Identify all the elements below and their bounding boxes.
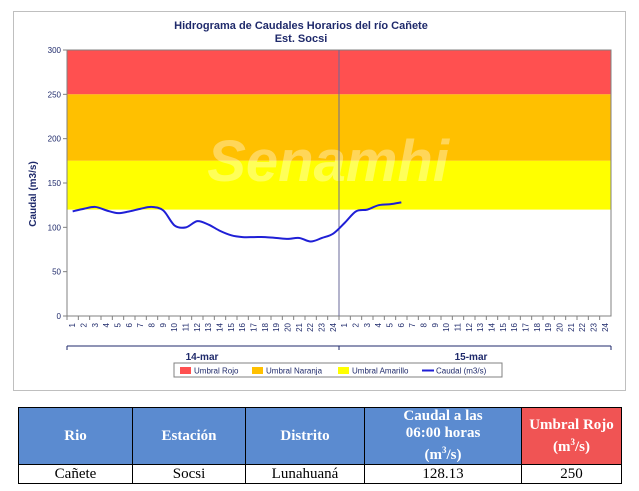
header-caudal-unit-sup: 3 (442, 445, 447, 455)
header-umbral-rojo: Umbral Rojo (m3/s) (521, 407, 622, 465)
x-tick-label: 18 (261, 322, 270, 331)
y-tick-label: 150 (48, 179, 62, 188)
x-tick-label: 21 (567, 322, 576, 331)
x-tick-label: 12 (193, 322, 202, 331)
header-umbral-unit-sup: 3 (570, 436, 576, 447)
header-rio: Rio (18, 407, 133, 465)
x-tick-label: 5 (114, 322, 123, 327)
chart-legend: Umbral Rojo Umbral Naranja Umbral Amarillo… (173, 362, 503, 378)
x-tick-label: 20 (556, 322, 565, 331)
x-tick-label: 10 (442, 322, 451, 331)
x-tick-label: 13 (476, 322, 485, 331)
series-line-caudal (72, 201, 402, 243)
x-tick-label: 21 (295, 322, 304, 331)
x-tick-label: 18 (533, 322, 542, 331)
x-tick-label: 22 (306, 322, 315, 331)
y-tick-label: 300 (48, 46, 62, 55)
x-tick-label: 6 (397, 322, 406, 327)
header-umbral-unit-post: /s) (575, 438, 590, 455)
x-tick-label: 23 (590, 322, 599, 331)
day-label-14-mar: 14-mar (186, 352, 219, 363)
chart-subtitle: Est. Socsi (275, 33, 328, 45)
header-caudal: Caudal a las 06:00 horas (m3/s) (364, 407, 522, 465)
y-tick-label: 0 (57, 312, 62, 321)
header-estacion: Estación (132, 407, 246, 465)
x-tick-label: 6 (125, 322, 134, 327)
cell-umbral: 250 (521, 464, 622, 484)
watermark-text: Senamhi (207, 129, 451, 194)
x-tick-label: 5 (386, 322, 395, 327)
cell-estacion: Socsi (132, 464, 246, 484)
x-tick-label: 2 (80, 322, 89, 327)
y-tick-label: 200 (48, 135, 62, 144)
header-caudal-unit-post: /s) (446, 447, 462, 463)
x-tick-label: 22 (578, 322, 587, 331)
header-umbral-unit-pre: (m (553, 438, 571, 455)
cell-rio: Cañete (18, 464, 133, 484)
x-tick-label: 23 (318, 322, 327, 331)
x-tick-label: 12 (465, 322, 474, 331)
header-caudal-unit-pre: (m (424, 447, 443, 463)
x-tick-label: 15 (499, 322, 508, 331)
x-tick-label: 17 (250, 322, 259, 331)
legend-label: Umbral Amarillo (352, 367, 409, 376)
x-tick-label: 16 (238, 322, 247, 331)
x-tick-label: 17 (522, 322, 531, 331)
x-tick-label: 20 (284, 322, 293, 331)
x-tick-label: 2 (352, 322, 361, 327)
x-tick-label: 14 (488, 322, 497, 331)
header-caudal-line2: 06:00 horas (405, 425, 481, 441)
table-row: Cañete Socsi Lunahuaná 128.13 250 (18, 464, 622, 484)
legend-label: Umbral Rojo (194, 367, 239, 376)
x-tick-label: 1 (340, 322, 349, 327)
cell-caudal: 128.13 (364, 464, 522, 484)
header-distrito: Distrito (245, 407, 365, 465)
x-tick-label: 3 (363, 322, 372, 327)
x-tick-label: 13 (204, 322, 213, 331)
hydrograph-chart: Hidrograma de Caudales Horarios del río … (28, 20, 612, 378)
day-label-15-mar: 15-mar (455, 352, 488, 363)
x-tick-label: 7 (136, 322, 145, 327)
x-tick-label: 14 (216, 322, 225, 331)
x-tick-label: 19 (272, 322, 281, 331)
x-tick-label: 10 (170, 322, 179, 331)
x-tick-label: 19 (544, 322, 553, 331)
chart-frame: Hidrograma de Caudales Horarios del río … (13, 11, 626, 391)
x-tick-label: 11 (454, 322, 463, 331)
chart-title: Hidrograma de Caudales Horarios del río … (174, 20, 428, 32)
y-tick-label: 250 (48, 90, 62, 99)
x-tick-label: 4 (102, 322, 111, 327)
x-tick-label: 9 (431, 322, 440, 327)
legend-swatch (180, 367, 191, 374)
x-tick-label: 8 (420, 322, 429, 327)
x-tick-label: 15 (227, 322, 236, 331)
y-axis-label: Caudal (m3/s) (28, 161, 39, 227)
x-tick-label: 3 (91, 322, 100, 327)
summary-table: Rio Estación Distrito Caudal a las 06:00… (18, 407, 622, 484)
cell-distrito: Lunahuaná (245, 464, 365, 484)
x-tick-label: 11 (182, 322, 191, 331)
legend-label: Umbral Naranja (266, 367, 323, 376)
header-umbral-line1: Umbral Rojo (529, 416, 614, 433)
table-header-row: Rio Estación Distrito Caudal a las 06:00… (18, 407, 622, 465)
legend-swatch (252, 367, 263, 374)
x-tick-label: 24 (601, 322, 610, 331)
y-tick-label: 50 (52, 268, 61, 277)
x-tick-label: 7 (408, 322, 417, 327)
x-tick-label: 4 (374, 322, 383, 327)
y-tick-label: 100 (48, 223, 62, 232)
x-tick-label: 24 (329, 322, 338, 331)
header-caudal-line1: Caudal a las (403, 408, 483, 424)
x-tick-label: 9 (159, 322, 168, 327)
legend-swatch (338, 367, 349, 374)
x-tick-label: 1 (68, 322, 77, 327)
x-tick-label: 8 (148, 322, 157, 327)
x-tick-label: 16 (510, 322, 519, 331)
legend-label: Caudal (m3/s) (436, 367, 487, 376)
